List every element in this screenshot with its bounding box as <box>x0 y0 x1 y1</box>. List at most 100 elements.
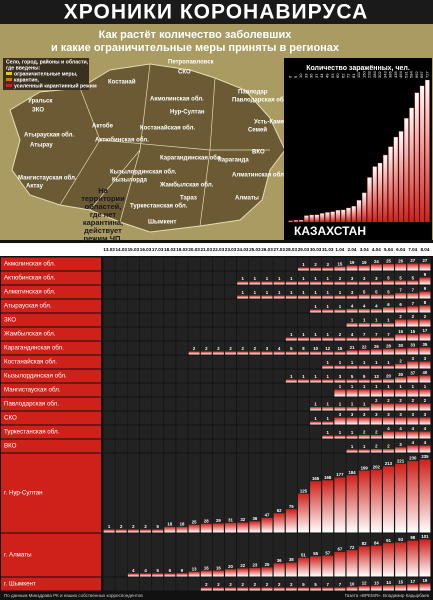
bar-value-label: 72 <box>346 73 351 78</box>
cell-value: 3 <box>327 262 330 267</box>
cell-bar <box>285 509 297 533</box>
map-label: ЗКО <box>32 108 44 114</box>
cell-bg <box>127 327 140 341</box>
cell-bar <box>383 449 394 453</box>
cell-bar <box>358 281 370 285</box>
cell-bar <box>383 337 394 341</box>
cell-bar <box>358 379 370 383</box>
cell-value: 4 <box>144 568 147 573</box>
cell-value: 2 <box>363 430 366 435</box>
cell-bar <box>310 295 322 299</box>
kazakhstan-map <box>9 63 286 233</box>
map-label: Нур-Султан <box>170 110 205 116</box>
row-label-bg <box>1 271 101 285</box>
cell-value: 4 <box>363 304 366 309</box>
cell-bg <box>224 453 237 533</box>
cell-value: 1 <box>302 374 305 379</box>
cell-bg <box>188 299 200 313</box>
cell-bg <box>407 327 419 341</box>
cell-value: 2 <box>254 582 257 587</box>
cell-bg <box>115 383 127 397</box>
cell-bg <box>103 439 115 453</box>
cell-bg <box>346 285 358 299</box>
cell-bg <box>224 341 237 355</box>
cell-value: 1 <box>290 332 293 337</box>
cell-bg <box>370 271 383 285</box>
cell-bar <box>322 267 334 271</box>
cell-bar <box>395 280 407 285</box>
cell-bg <box>285 369 298 383</box>
row-label: Мангистауская обл. <box>4 387 61 394</box>
cell-bg <box>273 355 285 369</box>
cell-bg <box>285 327 298 341</box>
cell-value: 5 <box>387 289 390 294</box>
cell-bg <box>224 425 237 439</box>
table: 13.03 14.03 15.03 16.03 17.03 18.03 19.03 20.03… <box>0 243 433 591</box>
cell-bg <box>285 439 298 453</box>
date-header: 20.03 <box>188 247 200 252</box>
cell-bg <box>309 383 322 397</box>
cell-value: 213 <box>385 461 393 466</box>
cell-bar <box>261 351 273 355</box>
cell-bg <box>261 383 273 397</box>
cell-value: 13 <box>192 566 197 571</box>
cell-value: 3 <box>375 412 378 417</box>
cell-bar <box>419 583 431 591</box>
cell-value: 14 <box>386 580 391 585</box>
cell-bg <box>115 327 127 341</box>
bar <box>351 206 357 223</box>
cell-bar <box>407 347 419 355</box>
cell-bg <box>273 327 285 341</box>
cell-bg <box>200 299 213 313</box>
cell-bg <box>370 341 383 355</box>
bar <box>356 200 362 223</box>
cell-bar <box>237 568 249 577</box>
row-label: Атырауская обл. <box>4 303 52 310</box>
cell-bar <box>273 281 285 285</box>
bar-value-label: 531 <box>403 71 408 78</box>
cell-value: 15 <box>410 329 415 334</box>
cell-bg <box>249 383 261 397</box>
cell-bar <box>407 361 419 369</box>
cell-value: 67 <box>337 547 342 552</box>
cell-value: 27 <box>423 258 428 263</box>
bar <box>304 215 309 223</box>
cell-value: 3 <box>351 276 354 281</box>
cell-bg <box>249 327 261 341</box>
cell-value: 2 <box>205 346 208 351</box>
cell-bg <box>139 271 152 285</box>
cell-bg <box>188 533 200 577</box>
map-label: Алматинская обл. <box>232 172 286 179</box>
cell-bar <box>370 309 382 313</box>
cell-bg <box>346 369 358 383</box>
cell-value: 1 <box>314 374 317 379</box>
cell-bg <box>249 453 261 533</box>
bar-value-label: 49 <box>325 73 330 78</box>
cell-bar <box>370 403 382 411</box>
cell-bg <box>358 271 370 285</box>
cell-value: 15 <box>337 346 342 351</box>
chart-label: КАЗАХСТАН <box>294 224 366 238</box>
row-label: Жамбылская обл. <box>4 331 56 338</box>
cell-bar <box>334 337 346 341</box>
map-label: Семей <box>248 127 267 134</box>
cell-bg <box>103 577 115 591</box>
cell-bar <box>310 351 322 355</box>
cell-bg <box>382 285 395 299</box>
cell-value: 3 <box>339 374 342 379</box>
cell-bar <box>297 587 309 591</box>
cell-bg <box>127 425 140 439</box>
cell-bar <box>407 280 419 285</box>
cell-bg <box>297 439 310 453</box>
cell-bg <box>164 411 176 425</box>
bar-value-label: 727 <box>424 71 429 78</box>
cell-value: 6 <box>169 568 172 573</box>
cell-bg <box>358 285 370 299</box>
cell-bg <box>261 397 273 411</box>
cell-value: 1 <box>387 384 390 389</box>
cell-value: 19 <box>350 260 355 265</box>
cell-bar <box>334 435 346 439</box>
cell-bg <box>261 577 273 591</box>
cell-value: 184 <box>348 470 356 475</box>
cell-bg <box>249 533 261 577</box>
